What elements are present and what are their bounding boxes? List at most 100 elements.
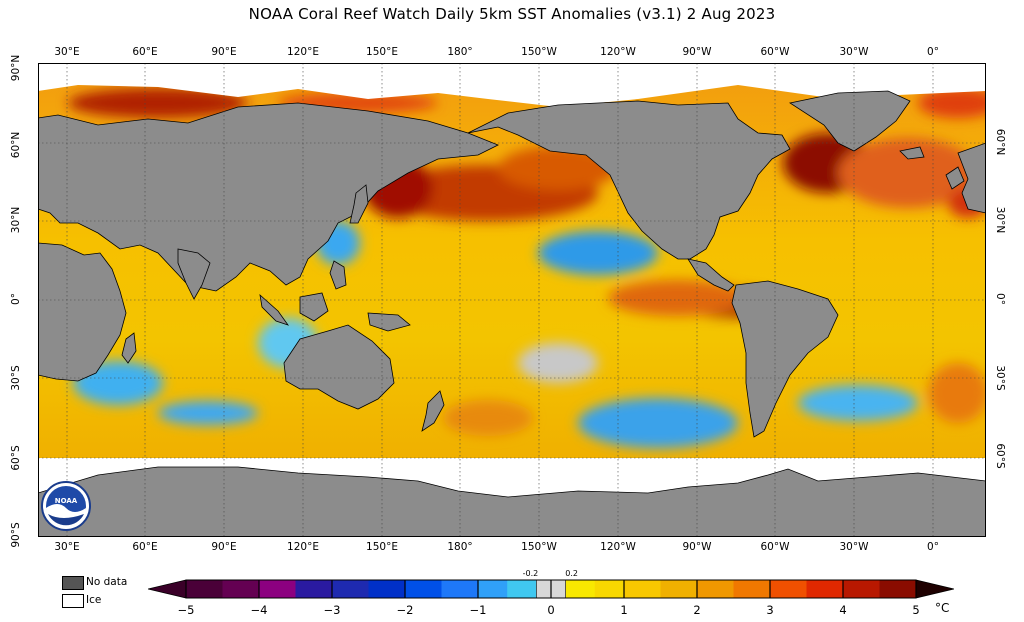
colorbar-unit: °C [935,601,950,615]
colorbar-segment [507,580,537,598]
ice-swatch [62,594,84,608]
lon-label: 90°W [682,541,712,553]
colorbar-segment [295,580,333,598]
lat-label: 60°N [10,131,22,159]
colorbar-segment [806,580,844,598]
lon-label: 0° [927,541,939,553]
lat-label: 0° [994,293,1006,305]
lon-label: 60°E [132,46,158,58]
colorbar-segment [441,580,479,598]
lat-label: 90°S [10,522,22,548]
colorbar-segment [697,580,734,598]
colorbar-segment [259,580,296,598]
africa [38,242,127,382]
lat-label: 60°S [994,443,1006,469]
lon-label: 120°W [600,46,636,58]
colorbar-fine-label: 0.2 [565,569,578,578]
colorbar-segment [222,580,260,598]
lat-label: 0° [10,293,22,305]
sumatra [259,293,290,326]
lon-label: 30°W [839,46,869,58]
anomaly-patches [68,88,986,448]
lon-label: 30°W [839,541,869,553]
new-guinea [367,312,411,332]
colorbar-segment [565,580,596,598]
colorbar-tick-label: −5 [177,603,195,617]
lon-label: 60°W [760,46,790,58]
lon-label: 120°E [287,46,319,58]
lat-label: 60°S [10,445,22,471]
colorbar-segment [478,580,508,598]
philippines [329,260,347,290]
lon-label: 30°E [54,46,80,58]
lon-label: 180° [447,541,473,553]
graticule [38,63,986,537]
lon-label: 180° [447,46,473,58]
colorbar-frame [185,579,917,599]
lon-label: 60°W [760,541,790,553]
colorbar-segment [368,580,406,598]
lat-label: 30°S [10,365,22,391]
colorbar-segment [186,580,223,598]
japan [349,184,369,224]
eurasia-africa [38,102,499,292]
lon-label: 150°E [366,541,398,553]
no-data-label: No data [86,576,128,588]
lon-label: 30°E [54,541,80,553]
svg-text:NOAA: NOAA [55,497,78,505]
colorbar-segment [843,580,880,598]
europe-west [957,142,986,214]
lon-label: 90°E [211,541,237,553]
madagascar [121,332,137,364]
lon-label: 150°W [521,46,557,58]
noaa-logo: NOAA [41,481,91,531]
lon-label: 60°E [132,541,158,553]
india [177,248,211,300]
lon-label: 150°W [521,541,557,553]
colorbar-segment [770,580,807,598]
greenland [788,90,911,152]
colorbar-tick-label: −3 [323,603,341,617]
lon-label: 90°E [211,46,237,58]
central-america [687,258,735,292]
colorbar-segments [186,580,917,598]
map-title: NOAA Coral Reef Watch Daily 5km SST Anom… [248,5,776,23]
colorbar-tick-label: −4 [250,603,268,617]
colorbar-tick-label: −2 [396,603,414,617]
lat-label: 60°N [994,128,1006,156]
anomaly-colorbar [148,579,954,599]
lon-label: 120°E [287,541,319,553]
lon-label: 150°E [366,46,398,58]
antarctica [38,466,986,537]
colorbar-segment [332,580,369,598]
colorbar-segment [594,580,625,598]
colorbar-tick-label: 2 [693,603,701,617]
map-frame [38,63,986,537]
sst-anomaly-map: NOAA [38,63,986,537]
south-america [731,280,839,438]
arctic-ice [38,63,986,107]
new-zealand [421,390,445,432]
lat-label: 30°S [994,365,1006,391]
no-data-swatch [62,576,84,590]
colorbar-segment [660,580,698,598]
colorbar-tick-label: −1 [469,603,487,617]
colorbar-right-arrow [915,579,954,599]
north-america [467,100,791,260]
lon-label: 90°W [682,46,712,58]
lon-label: 120°W [600,541,636,553]
land-masses [38,63,986,537]
lat-label: 30°N [10,206,22,234]
ice-label: Ice [86,594,102,606]
colorbar-tick-label: 3 [766,603,774,617]
colorbar-tick-label: 0 [547,603,555,617]
colorbar-tick-label: 5 [912,603,920,617]
colorbar-segment [405,580,442,598]
iceland [899,146,925,160]
colorbar-tick-label: 1 [620,603,628,617]
british-isles [945,166,965,190]
colorbar-left-arrow [148,579,187,599]
colorbar-tick-label: 4 [839,603,847,617]
lon-label: 0° [927,46,939,58]
colorbar-segment [733,580,771,598]
